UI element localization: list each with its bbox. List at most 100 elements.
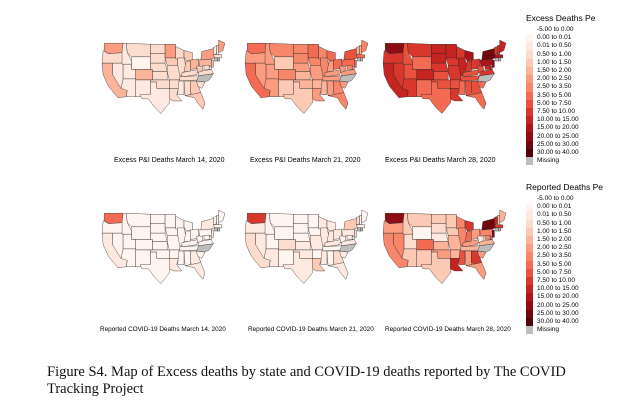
legend-item: -5.00 to 0.00: [526, 26, 640, 35]
state-tx: [282, 81, 315, 114]
map-reported-mar14: [100, 210, 226, 320]
state-ma: [356, 224, 365, 229]
state-mn: [445, 44, 457, 59]
legend-swatch: [526, 140, 533, 149]
legend-swatch: [526, 42, 533, 51]
state-wi: [175, 216, 185, 230]
state-md: [484, 235, 491, 240]
state-va: [198, 239, 214, 246]
state-fl: [184, 92, 206, 110]
legend-item: 0.50 to 1.00: [526, 50, 640, 59]
state-wy: [131, 226, 151, 240]
legend-label: -5.00 to 0.00: [537, 26, 574, 34]
state-co: [278, 69, 296, 81]
state-wa: [247, 43, 267, 54]
legend-swatch: [526, 317, 533, 326]
state-wi: [175, 46, 185, 60]
state-me: [361, 40, 369, 53]
state-me: [361, 210, 369, 223]
state-co: [416, 239, 434, 251]
state-ne: [293, 232, 311, 242]
legend-label: 2.00 to 2.50: [537, 244, 572, 252]
state-ct: [357, 57, 361, 62]
legend-item: 1.50 to 2.00: [526, 66, 640, 76]
state-ks: [295, 71, 311, 81]
state-mt: [126, 43, 151, 58]
legend-label: 20.00 to 25.00: [537, 301, 579, 309]
state-nd: [431, 214, 447, 224]
legend-swatch: [526, 132, 533, 141]
legend-item: Missing: [526, 157, 640, 166]
legend-item: 7.50 to 10.00: [526, 276, 640, 286]
legend-label: 10.00 to 15.00: [537, 116, 579, 124]
legend-swatch: [526, 276, 533, 286]
legend-item: 15.00 to 20.00: [526, 293, 640, 302]
state-wa: [385, 213, 405, 224]
state-nj: [492, 59, 495, 68]
us-map-excess-mar28: [382, 40, 507, 114]
map-reported-mar21: [243, 210, 369, 320]
state-tx: [282, 251, 315, 284]
state-me: [218, 40, 226, 53]
state-mn: [164, 214, 176, 229]
state-co: [135, 239, 153, 251]
figure-caption: Figure S4. Map of Excess deaths by state…: [47, 364, 566, 397]
legend-label: 2.00 to 2.50: [537, 75, 572, 83]
state-md: [203, 65, 210, 70]
legend-swatch: [526, 326, 533, 335]
legend-label: 25.00 to 30.00: [537, 140, 579, 148]
legend-label: 5.00 to 7.50: [537, 99, 572, 107]
state-mn: [164, 44, 176, 59]
legend-label: 3.50 to 5.00: [537, 260, 572, 268]
state-sd: [431, 223, 447, 234]
state-ct: [214, 227, 218, 232]
state-ri: [217, 57, 220, 62]
legend-item: 20.00 to 25.00: [526, 132, 640, 141]
state-ne: [150, 232, 168, 242]
state-al: [183, 80, 191, 96]
legend-label: 20.00 to 25.00: [537, 132, 579, 140]
legend-item: Missing: [526, 326, 640, 335]
legend-swatch: [526, 285, 533, 294]
map-excess-mar21: [243, 40, 369, 150]
state-de: [209, 236, 212, 240]
legend-swatch: [526, 309, 533, 318]
legend-label: 1.00 to 1.50: [537, 58, 572, 66]
state-sd: [150, 223, 166, 234]
state-wa: [247, 213, 267, 224]
legend-item: 5.00 to 7.50: [526, 268, 640, 277]
state-mt: [407, 43, 432, 58]
caption-reported-mar21: Reported COVID-19 Deaths March 21, 2020: [248, 326, 374, 333]
state-me: [499, 210, 507, 223]
state-ct: [214, 57, 218, 62]
state-wy: [412, 56, 432, 70]
state-sd: [293, 53, 309, 64]
legend-item: 25.00 to 30.00: [526, 309, 640, 318]
legend-label: 3.50 to 5.00: [537, 91, 572, 99]
state-va: [479, 239, 495, 246]
state-mi: [464, 50, 474, 62]
state-mi: [183, 50, 193, 62]
us-map-reported-mar21: [244, 210, 369, 284]
state-wy: [274, 56, 294, 70]
state-wy: [412, 226, 432, 240]
state-mi: [326, 50, 336, 62]
legend-swatch: [526, 203, 533, 212]
legend-item: 30.00 to 40.00: [526, 317, 640, 326]
state-ne: [293, 62, 311, 72]
state-ma: [213, 224, 222, 229]
state-ri: [360, 57, 363, 62]
state-vt: [213, 46, 217, 55]
legend-label: 7.50 to 10.00: [537, 107, 575, 115]
state-tn: [460, 75, 480, 82]
state-ks: [295, 241, 311, 251]
legend-label: 30.00 to 40.00: [537, 317, 579, 325]
legend-swatch: [526, 75, 533, 84]
state-ky: [181, 69, 199, 77]
state-ky: [462, 239, 480, 247]
state-de: [490, 66, 493, 70]
state-mt: [407, 213, 432, 228]
state-md: [203, 235, 210, 240]
caption-excess-mar14: Excess P&I Deaths March 14, 2020: [114, 157, 225, 164]
legend-excess: Excess Deaths Pe -5.00 to 0.00 0.00 to 0.…: [526, 13, 640, 166]
